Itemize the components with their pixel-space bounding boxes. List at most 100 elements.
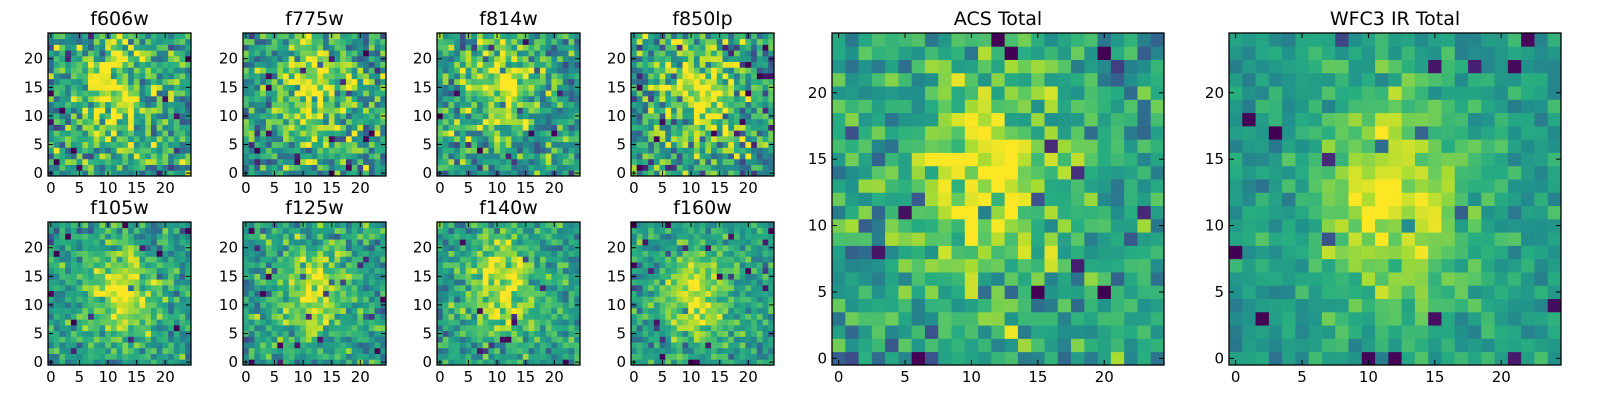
heatmap-cell [65,290,72,297]
heatmap-cell [116,279,123,286]
heatmap-cell [334,84,341,91]
heatmap-cell [642,38,649,45]
heatmap-cell [374,118,381,125]
heatmap-cell [88,147,95,154]
heatmap-cell [557,130,564,137]
heatmap-cell [311,284,318,292]
heatmap-cell [70,353,77,360]
heatmap-cell [300,158,307,165]
heatmap-cell [357,50,364,57]
heatmap-cell [248,227,255,234]
heatmap-cell [48,67,55,74]
heatmap-cell [156,67,163,74]
heatmap-cell [351,336,358,343]
heatmap-cell [311,342,318,349]
heatmap-cell [179,353,186,360]
heatmap-cell [551,347,558,354]
heatmap-cell [642,124,649,131]
heatmap-cell [568,256,575,263]
heatmap-cell [300,296,307,303]
heatmap-cell [768,78,775,85]
heatmap-cell [745,55,752,62]
heatmap-cell [340,55,347,62]
heatmap-cell [511,141,518,148]
heatmap-cell [631,118,638,125]
heatmap-cell [334,130,341,137]
heatmap-cell [345,250,353,257]
heatmap-cell [300,124,307,131]
heatmap-cell [265,141,272,148]
heatmap-cell [345,222,353,229]
heatmap-cell [448,164,455,171]
heatmap-cell [357,124,364,131]
heatmap-cell [116,78,123,85]
heatmap-cell [150,38,158,45]
x-tick-label: 15 [322,368,341,386]
heatmap-cell [133,73,140,80]
heatmap-cell [70,279,77,286]
heatmap-cell [88,55,95,62]
heatmap-cell [133,90,140,97]
heatmap-cell [156,353,163,360]
heatmap-cell [488,302,495,309]
heatmap-cell [317,244,324,251]
heatmap-cell [545,273,552,280]
heatmap-cell [271,250,278,257]
heatmap-cell [551,279,558,286]
heatmap-cell [65,267,72,274]
heatmap-cell [76,44,83,51]
heatmap-cell [277,250,284,257]
heatmap-cell [357,130,364,137]
heatmap-cell [110,44,118,51]
heatmap-cell [116,239,123,246]
heatmap-cell [260,290,267,297]
heatmap-cell [648,90,655,97]
heatmap-cell [642,113,649,120]
heatmap-cell [659,118,666,125]
heatmap-cell [128,147,135,154]
heatmap-cell [722,153,729,160]
heatmap-cell [116,113,123,120]
heatmap-cell [762,135,769,143]
heatmap-cell [636,153,643,160]
heatmap-cell [88,130,95,137]
heatmap-cell [59,44,66,51]
heatmap-cell [517,141,524,148]
heatmap-cell [539,170,547,177]
heatmap-cell [243,250,250,257]
heatmap-cell [471,61,478,68]
heatmap-cell [454,313,461,320]
heatmap-cell [448,296,455,303]
heatmap-cell [76,153,83,160]
heatmap-cell [671,284,678,292]
heatmap-cell [716,135,723,143]
heatmap-cell [722,284,729,292]
heatmap-cell [288,38,295,45]
heatmap-cell [59,342,66,349]
heatmap-cell [254,290,261,297]
heatmap-cell [368,147,375,154]
heatmap-cell [53,38,60,45]
heatmap-cell [128,55,135,62]
heatmap-cell [745,347,752,354]
heatmap-cell [636,90,643,97]
heatmap-cell [65,50,72,57]
heatmap-cell [368,347,375,354]
heatmap-cell [185,313,192,320]
heatmap-cell [499,302,507,309]
heatmap-cell [705,296,712,303]
heatmap-cell [380,50,387,57]
heatmap-cell [168,61,175,68]
heatmap-cell [545,107,552,114]
heatmap-cell [345,296,353,303]
heatmap-cell [699,50,706,57]
heatmap-cell [340,73,347,80]
heatmap-cell [471,233,478,240]
heatmap-cell [659,55,666,62]
heatmap-cell [53,164,60,171]
heatmap-cell [636,336,643,343]
heatmap-cell [568,55,575,62]
heatmap-cell [185,147,192,154]
heatmap-cell [288,244,295,251]
heatmap-cell [733,164,741,171]
